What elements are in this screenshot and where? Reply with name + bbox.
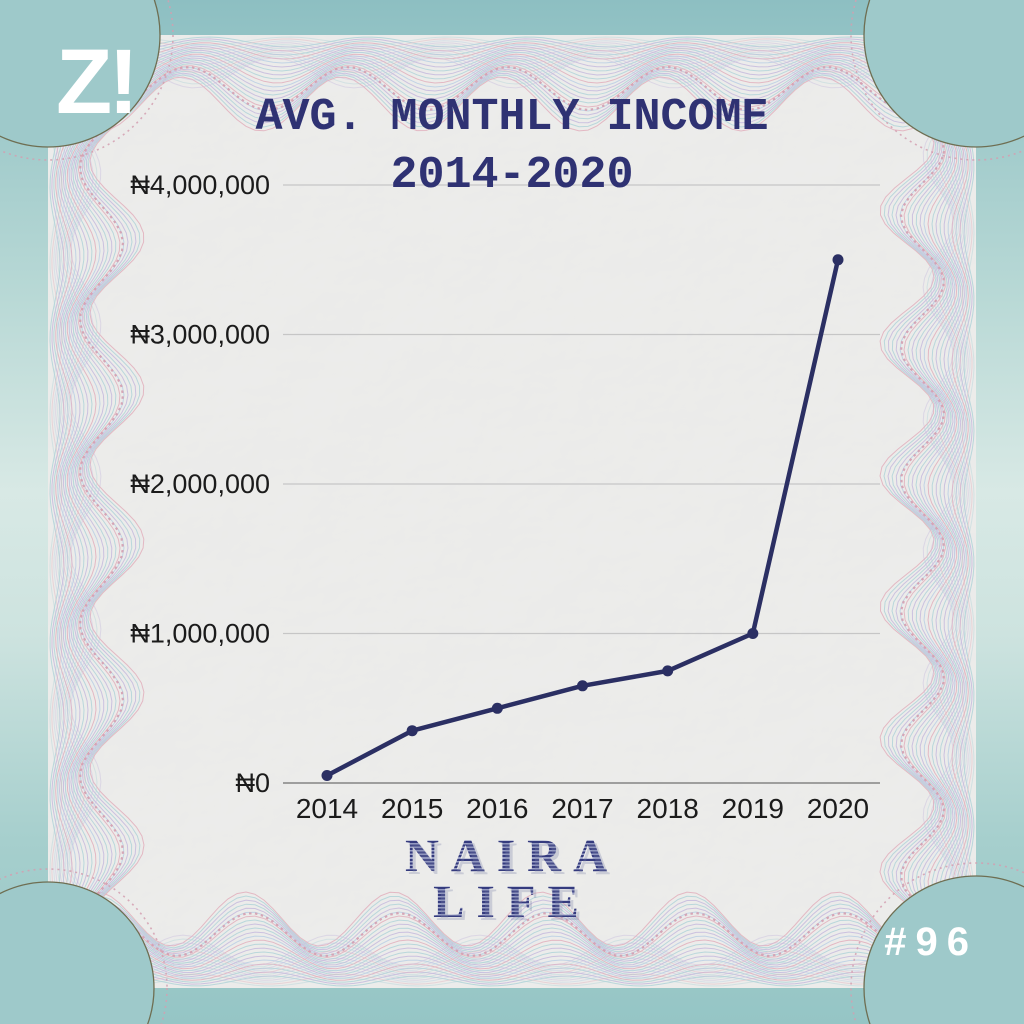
issue-number: #96 <box>884 920 978 964</box>
wordmark-line-life: LIFE <box>433 876 591 928</box>
chart-title: AVG. MONTHLY INCOME <box>255 92 769 143</box>
chart-title-years: 2014-2020 <box>390 150 634 201</box>
naira-life-wordmark: NAIRA LIFE <box>0 830 1024 928</box>
zikoko-logo: Z! <box>56 31 139 133</box>
wordmark-line-naira: NAIRA <box>404 830 620 882</box>
chart-title-block: AVG. MONTHLY INCOME 2014-2020 <box>0 89 1024 205</box>
